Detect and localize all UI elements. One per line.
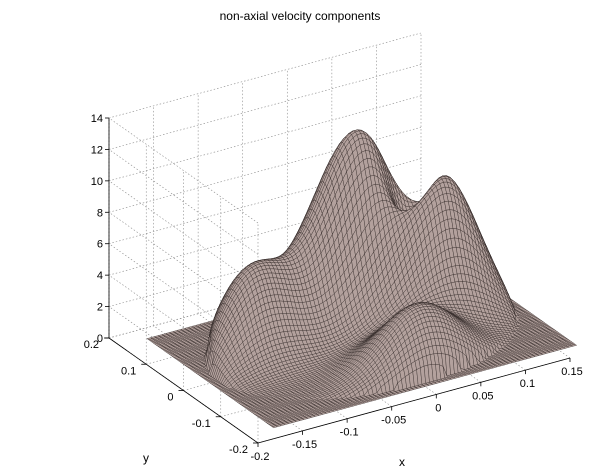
- grid-line: [108, 117, 259, 224]
- grid-line: [108, 243, 259, 349]
- grid-line: [108, 32, 422, 119]
- surface-mesh: [146, 129, 578, 428]
- chart-title: non-axial velocity components: [220, 9, 381, 23]
- grid-line: [108, 64, 422, 150]
- grid-line: [108, 149, 259, 255]
- grid-line: [108, 274, 259, 381]
- grid-line: [108, 95, 422, 182]
- grid-line: [108, 158, 422, 245]
- grid-line: [108, 180, 259, 287]
- grid-line: [108, 212, 259, 318]
- grid-line: [108, 126, 422, 213]
- grid-line: [108, 189, 422, 276]
